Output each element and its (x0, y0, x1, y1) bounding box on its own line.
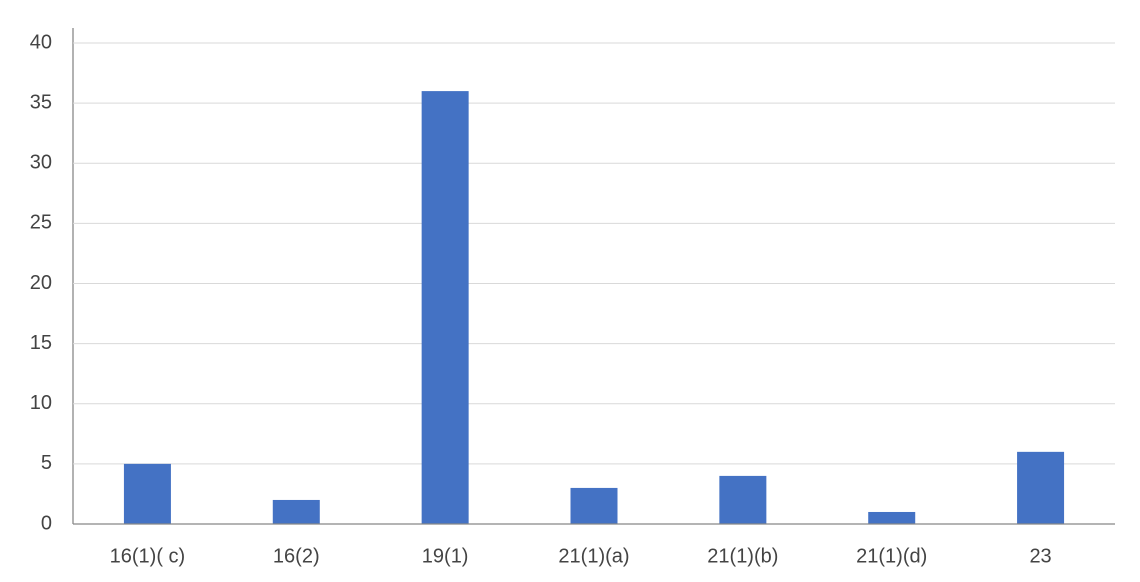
bar (272, 499, 320, 524)
y-tick-label: 20 (30, 272, 52, 294)
bar (123, 463, 171, 524)
x-tick-label: 16(2) (273, 545, 320, 567)
y-tick-label: 0 (41, 512, 52, 534)
y-tick-label: 10 (30, 392, 52, 414)
x-tick-label: 19(1) (422, 545, 469, 567)
bar (719, 475, 767, 524)
bar (421, 91, 469, 524)
y-tick-label: 25 (30, 212, 52, 234)
bar (570, 487, 618, 524)
x-tick-label: 16(1)( c) (110, 545, 186, 567)
bar (868, 511, 916, 524)
y-tick-label: 40 (30, 31, 52, 53)
y-tick-label: 5 (41, 452, 52, 474)
x-tick-label: 21(1)(a) (558, 545, 629, 567)
bar (1017, 451, 1065, 524)
x-tick-label: 23 (1029, 545, 1051, 567)
y-tick-label: 15 (30, 332, 52, 354)
x-tick-label: 21(1)(d) (856, 545, 927, 567)
y-tick-label: 35 (30, 91, 52, 113)
x-tick-label: 21(1)(b) (707, 545, 778, 567)
y-tick-label: 30 (30, 152, 52, 174)
